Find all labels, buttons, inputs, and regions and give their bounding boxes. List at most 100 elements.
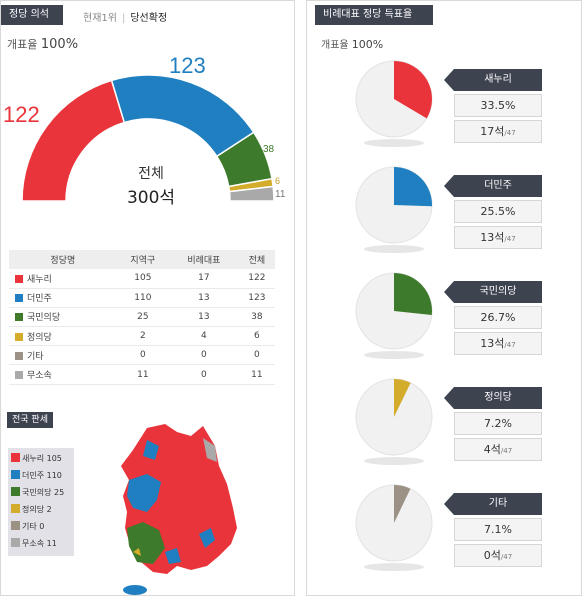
total-seats-cell: 122 — [238, 269, 275, 289]
total-seats-cell: 11 — [238, 364, 275, 385]
pr-seat-count: 13석/47 — [454, 226, 542, 249]
table-row: 기타 0 0 0 — [9, 345, 275, 366]
pr-party-name: 더민주 — [444, 175, 542, 197]
current-lead-tab[interactable]: 현재1위 — [83, 13, 117, 24]
party-cell: 정의당 — [9, 326, 117, 347]
district-seats: 0 — [116, 345, 170, 366]
counting-rate: 개표율 100% — [7, 36, 78, 52]
pr-seats: 13 — [169, 307, 239, 328]
pie-slice — [394, 167, 432, 207]
pr-party-name: 정의당 — [444, 387, 542, 409]
pr-seats-value: 17석 — [480, 125, 505, 138]
total-seats-cell: 0 — [238, 345, 275, 366]
party-color-swatch — [15, 274, 23, 283]
total-label: 전체 — [138, 166, 164, 182]
donut-segment[interactable] — [228, 185, 275, 202]
pie-slice — [394, 485, 411, 523]
table-row: 국민의당 25 13 38 — [9, 307, 275, 328]
pr-seat-count: 4석/47 — [454, 438, 542, 461]
pr-seats-value: 13석 — [480, 337, 505, 350]
pr-seats-value: 13석 — [480, 231, 505, 244]
pr-seat-count: 13석/47 — [454, 332, 542, 355]
legend-swatch — [11, 504, 20, 513]
seat-count-tab[interactable]: 정당 의석수 — [1, 5, 63, 40]
pr-result-card: 정의당 7.2% 4석/47 — [444, 387, 542, 461]
party-color-swatch — [15, 294, 23, 303]
pie-shadow — [364, 139, 424, 147]
party-cell: 국민의당 — [9, 307, 117, 328]
pr-vote-pie — [355, 378, 433, 465]
party-color-swatch — [15, 313, 23, 322]
col-pr: 비례대표 — [169, 250, 239, 269]
table-row: 정의당 2 4 6 — [9, 326, 275, 347]
seat-count-panel: 정당 의석수 현재1위 | 당선확정 개표율 100% 122 123 38 6 1… — [0, 0, 295, 596]
pr-vote-tab[interactable]: 비례대표 정당 득표율 — [315, 5, 433, 25]
map-region-minjoo-east — [199, 528, 215, 548]
legend-item: 국민의당 25 — [11, 486, 71, 503]
donut-inner-highlight — [66, 119, 230, 202]
pr-seats: 17 — [169, 269, 239, 289]
pie-shadow — [364, 563, 424, 571]
pr-seats: 13 — [169, 288, 239, 308]
seat-filter-tabs: 현재1위 | 당선확정 — [83, 9, 167, 24]
table-row: 무소속 11 0 11 — [9, 364, 275, 385]
pie-shadow — [364, 351, 424, 359]
pr-seats: 4 — [169, 326, 239, 347]
legend-swatch — [11, 487, 20, 496]
donut-label-saenuri: 122 — [3, 102, 40, 127]
pr-seats-total: /47 — [504, 129, 516, 137]
pie-shadow — [364, 245, 424, 253]
pr-seat-count: 0석/47 — [454, 544, 542, 567]
legend-item: 기타 0 — [11, 520, 71, 537]
pr-seats-total: /47 — [500, 553, 513, 561]
pr-seats-value: 0석 — [483, 549, 501, 562]
pie-slice — [394, 273, 432, 316]
national-map-tab[interactable]: 전국 판세 — [7, 412, 53, 428]
legend-swatch — [11, 521, 20, 530]
pr-vote-pie — [355, 60, 433, 147]
col-district: 지역구 — [116, 250, 170, 269]
party-cell: 기타 — [9, 345, 117, 366]
donut-segment[interactable] — [110, 74, 255, 158]
confirmed-tab[interactable]: 당선확정 — [130, 13, 168, 24]
pr-seats-total: /47 — [504, 235, 516, 243]
korea-map[interactable] — [107, 416, 257, 601]
seat-table: 정당명 지역구 비례대표 전체 새누리 105 17 122 더민주 110 13 123 국민… — [9, 250, 275, 385]
donut-label-justice: 6 — [275, 176, 281, 186]
pr-party-name: 국민의당 — [444, 281, 542, 303]
map-region-capital — [127, 474, 161, 512]
party-name: 국민의당 — [27, 313, 61, 324]
total-seats-cell: 38 — [238, 307, 275, 328]
counting-rate-label: 개표율 — [7, 38, 38, 51]
party-name: 기타 — [27, 351, 44, 362]
map-region-minjoo-south — [165, 548, 181, 564]
legend-item: 새누리 105 — [11, 452, 71, 469]
pr-vote-pie — [355, 272, 433, 359]
party-color-swatch — [15, 351, 23, 360]
donut-label-peoples: 38 — [263, 144, 275, 155]
table-row: 더민주 110 13 123 — [9, 288, 275, 308]
party-name: 새누리 — [27, 274, 52, 285]
pr-counting-rate-value: 100% — [351, 38, 384, 51]
donut-label-minjoo: 123 — [169, 53, 206, 78]
legend-label: 국민의당 25 — [22, 488, 65, 497]
party-cell: 새누리 — [9, 269, 117, 289]
pr-result-card: 새누리 33.5% 17석/47 — [444, 69, 542, 143]
pr-seat-count: 17석/47 — [454, 120, 542, 143]
total-seats-cell: 123 — [238, 288, 275, 308]
pr-vote-panel: 비례대표 정당 득표율 개표율 100% 새누리 33.5% 17석/47 더민주 25… — [306, 0, 582, 596]
party-color-swatch — [15, 332, 23, 341]
pr-party-name: 기타 — [444, 493, 542, 515]
legend-swatch — [11, 453, 20, 462]
pr-result-card: 국민의당 26.7% 13석/47 — [444, 281, 542, 355]
map-region-minjoo-north — [143, 440, 159, 460]
total-seats-cell: 6 — [238, 326, 275, 347]
party-cell: 무소속 — [9, 364, 117, 385]
district-seats: 105 — [116, 269, 170, 289]
pr-vote-share: 25.5% — [454, 200, 542, 223]
pr-vote-share: 26.7% — [454, 306, 542, 329]
district-seats: 2 — [116, 326, 170, 347]
pr-result-card: 더민주 25.5% 13석/47 — [444, 175, 542, 249]
pie-slice — [394, 61, 432, 119]
total-value: 300석 — [126, 188, 176, 208]
